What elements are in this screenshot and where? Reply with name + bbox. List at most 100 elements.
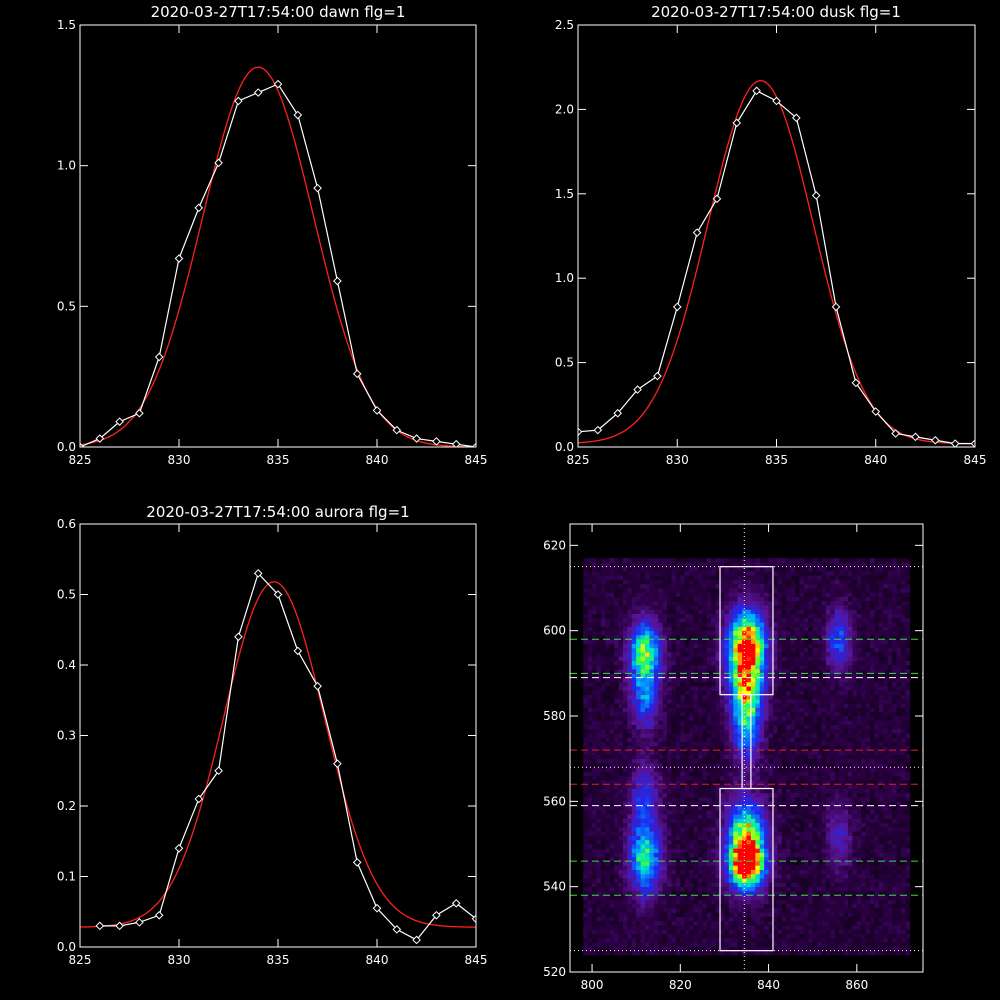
image-pixel bbox=[702, 630, 708, 636]
image-pixel bbox=[667, 626, 672, 632]
image-pixel bbox=[636, 912, 641, 917]
image-pixel bbox=[711, 707, 717, 713]
image-pixel bbox=[592, 647, 597, 653]
image-pixel bbox=[684, 609, 690, 614]
image-pixel bbox=[609, 694, 615, 700]
image-pixel bbox=[733, 925, 739, 930]
image-pixel bbox=[777, 856, 783, 862]
image-pixel bbox=[689, 916, 694, 922]
image-pixel bbox=[600, 882, 606, 888]
image-pixel bbox=[658, 707, 664, 713]
image-pixel bbox=[711, 681, 717, 687]
image-pixel bbox=[799, 707, 805, 713]
image-pixel bbox=[728, 835, 734, 841]
image-pixel bbox=[737, 652, 743, 657]
image-pixel bbox=[702, 639, 708, 644]
image-pixel bbox=[772, 895, 778, 900]
image-pixel bbox=[706, 711, 712, 717]
image-pixel bbox=[596, 873, 602, 879]
image-pixel bbox=[689, 775, 694, 781]
image-pixel bbox=[781, 575, 787, 580]
image-pixel bbox=[618, 950, 624, 956]
image-pixel bbox=[636, 643, 641, 649]
image-pixel bbox=[600, 703, 606, 708]
image-pixel bbox=[777, 809, 783, 815]
image-pixel bbox=[614, 588, 619, 593]
image-pixel bbox=[631, 647, 637, 653]
image-pixel bbox=[706, 626, 712, 632]
image-pixel bbox=[609, 605, 615, 610]
image-pixel bbox=[640, 809, 646, 815]
image-pixel bbox=[737, 831, 743, 836]
image-pixel bbox=[790, 899, 796, 905]
image-pixel bbox=[675, 741, 681, 747]
image-pixel bbox=[662, 690, 668, 696]
image-pixel bbox=[658, 797, 664, 802]
image-pixel bbox=[733, 669, 739, 674]
image-pixel bbox=[733, 660, 739, 666]
image-pixel bbox=[693, 596, 699, 602]
image-pixel bbox=[772, 818, 778, 824]
image-pixel bbox=[706, 856, 712, 862]
image-pixel bbox=[622, 767, 628, 772]
image-pixel bbox=[596, 775, 602, 781]
image-pixel bbox=[684, 835, 690, 841]
image-pixel bbox=[667, 908, 672, 913]
image-pixel bbox=[790, 762, 796, 768]
image-pixel bbox=[662, 775, 668, 781]
image-pixel bbox=[600, 908, 606, 913]
image-pixel bbox=[640, 754, 646, 760]
image-pixel bbox=[592, 681, 597, 687]
image-pixel bbox=[636, 716, 641, 721]
image-pixel bbox=[693, 925, 699, 930]
image-pixel bbox=[759, 946, 765, 952]
image-pixel bbox=[675, 677, 681, 683]
image-pixel bbox=[781, 873, 787, 879]
image-pixel bbox=[759, 886, 765, 892]
image-pixel bbox=[605, 869, 611, 875]
image-pixel bbox=[759, 750, 765, 755]
image-pixel bbox=[737, 716, 743, 721]
image-pixel bbox=[689, 788, 694, 794]
image-pixel bbox=[609, 826, 615, 832]
image-pixel bbox=[755, 750, 761, 755]
image-pixel bbox=[662, 579, 668, 585]
image-pixel bbox=[667, 686, 672, 691]
image-pixel bbox=[737, 622, 743, 627]
image-pixel bbox=[605, 767, 611, 772]
image-pixel bbox=[733, 822, 739, 828]
image-pixel bbox=[772, 681, 778, 687]
image-pixel bbox=[631, 758, 637, 764]
image-pixel bbox=[684, 626, 690, 632]
image-pixel bbox=[768, 609, 774, 614]
image-pixel bbox=[627, 762, 633, 768]
aurora-data-point bbox=[451, 898, 461, 908]
image-pixel bbox=[711, 733, 717, 738]
image-pixel bbox=[772, 677, 778, 683]
image-pixel bbox=[759, 707, 765, 713]
image-pixel bbox=[605, 899, 611, 905]
image-pixel bbox=[764, 878, 769, 883]
image-pixel bbox=[614, 750, 619, 755]
dawn-data-point bbox=[432, 437, 441, 446]
image-pixel bbox=[790, 716, 796, 721]
image-pixel bbox=[671, 801, 677, 806]
image-pixel bbox=[631, 942, 637, 947]
image-pixel bbox=[781, 690, 787, 696]
image-pixel bbox=[720, 609, 725, 614]
image-pixel bbox=[728, 912, 734, 917]
image-pixel bbox=[605, 780, 611, 785]
image-pixel bbox=[636, 903, 641, 909]
image-pixel bbox=[605, 724, 611, 730]
image-pixel bbox=[750, 575, 756, 580]
image-pixel bbox=[636, 758, 641, 764]
image-pixel bbox=[675, 652, 681, 657]
image-pixel bbox=[653, 856, 659, 862]
image-pixel bbox=[728, 745, 734, 751]
image-pixel bbox=[720, 686, 725, 691]
image-pixel bbox=[600, 622, 606, 627]
image-pixel bbox=[750, 929, 756, 934]
image-pixel bbox=[605, 903, 611, 909]
image-pixel bbox=[605, 686, 611, 691]
image-pixel bbox=[803, 694, 809, 700]
